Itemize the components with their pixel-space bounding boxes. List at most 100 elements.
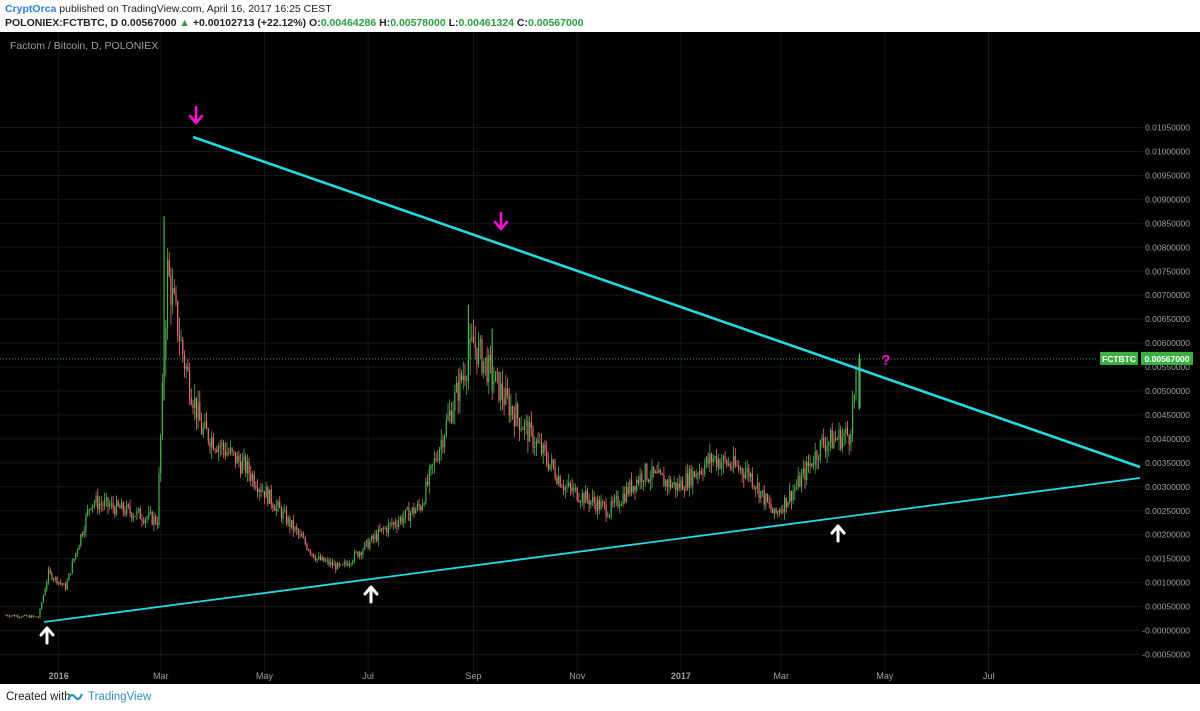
candle-body — [743, 474, 745, 479]
y-axis-tick-label: 0.00850000 — [1145, 218, 1190, 228]
candle-body — [471, 337, 473, 339]
candle-body — [564, 486, 566, 491]
candle-body — [724, 456, 726, 460]
candle-body — [578, 500, 580, 502]
candle-body — [765, 494, 767, 505]
candle-body — [100, 503, 102, 505]
x-axis-tick-label: May — [876, 671, 894, 681]
candle-body — [139, 508, 141, 520]
candle-body — [190, 398, 192, 405]
candle-body — [828, 441, 830, 446]
candle-body — [816, 451, 818, 461]
candle-body — [457, 382, 459, 401]
author-link[interactable]: CryptOrca — [5, 3, 57, 15]
candle-body — [292, 520, 294, 531]
candle-body — [678, 483, 680, 489]
candle-body — [670, 479, 672, 488]
candle-body — [243, 456, 245, 461]
price-chart[interactable]: 0.01050000 0.01000000 0.00950000 0.00900000… — [0, 32, 1200, 684]
up-arrow-icon — [39, 626, 55, 645]
candle-body — [588, 499, 590, 505]
candle-body — [845, 428, 847, 434]
candle-body — [661, 473, 663, 476]
pane-label: Factom / Bitcoin, D, POLONIEX — [10, 40, 159, 52]
candle-body — [87, 509, 89, 516]
candle-body — [95, 495, 97, 504]
candle-body — [131, 513, 133, 519]
candle-body — [311, 553, 313, 555]
lower-trendline[interactable] — [43, 477, 1141, 623]
candle-body — [151, 511, 153, 525]
candle-body — [777, 511, 779, 513]
candle-body — [170, 275, 172, 305]
candle-body — [236, 455, 238, 464]
candle-body — [301, 533, 303, 537]
candle-body — [296, 527, 298, 531]
y-axis-tick-label: 0.00400000 — [1145, 434, 1190, 444]
candle-body — [761, 490, 764, 492]
candle-body — [744, 472, 747, 479]
candle-body — [251, 474, 254, 481]
last-candle — [858, 358, 861, 409]
candle-body — [501, 383, 503, 399]
candle-body — [547, 461, 549, 470]
candle-body — [153, 516, 155, 525]
candle-body — [319, 556, 322, 561]
candle-body — [850, 433, 852, 445]
candle-body — [47, 569, 50, 582]
candle-body — [370, 535, 373, 542]
candle-body — [478, 342, 480, 365]
x-axis-tick-label: Jul — [362, 671, 374, 681]
y-axis-tick-label: 0.00950000 — [1145, 170, 1190, 180]
upper-trendline[interactable] — [192, 135, 1141, 469]
candle-body — [335, 563, 337, 570]
candle-body — [98, 503, 101, 510]
candle-body — [440, 439, 442, 450]
candle-body — [19, 616, 21, 618]
candle-body — [615, 496, 617, 499]
y-axis-tick-label: 0.00800000 — [1145, 242, 1190, 252]
candle-body — [520, 428, 522, 431]
candle-body — [68, 573, 70, 581]
candle-body — [741, 468, 743, 475]
candle-body — [782, 509, 784, 513]
candle-body — [396, 525, 398, 527]
chart-pane[interactable]: 0.01050000 0.01000000 0.00950000 0.00900000… — [0, 32, 1200, 684]
y-axis-tick-label: 0.00250000 — [1145, 506, 1190, 516]
candle-body — [415, 509, 417, 514]
low-label: L: — [448, 17, 459, 29]
candle-body — [671, 484, 673, 488]
candle-body — [272, 504, 274, 509]
candle-body — [767, 494, 769, 502]
candle-body — [797, 475, 799, 487]
candle-body — [461, 373, 463, 380]
y-axis-tick-label: 0.00700000 — [1145, 290, 1190, 300]
candle-body — [642, 480, 645, 482]
x-axis-tick-label: Jul — [983, 671, 995, 681]
candle-body — [807, 462, 809, 467]
candle-body — [455, 382, 458, 392]
candle-body — [29, 615, 31, 618]
candle-body — [855, 368, 857, 395]
candle-body — [603, 502, 605, 505]
candle-body — [382, 528, 384, 530]
price-tag-value-box — [1141, 351, 1193, 365]
candle-body — [523, 422, 526, 430]
chart-header: CryptOrca published on TradingView.com, … — [0, 0, 1200, 32]
candle-body — [189, 370, 191, 399]
candle-body — [231, 448, 233, 451]
tradingview-brand[interactable]: TradingView — [88, 691, 152, 703]
candle-body — [583, 493, 585, 504]
candle-body — [279, 501, 281, 509]
candle-body — [340, 564, 342, 566]
candle-body — [338, 562, 340, 566]
candle-body — [585, 490, 587, 504]
candle-body — [10, 615, 12, 617]
candle-body — [581, 493, 583, 502]
candle-body — [44, 589, 46, 596]
candle-body — [246, 461, 248, 474]
candle-body — [508, 396, 510, 416]
candle-body — [411, 507, 413, 513]
candle-body — [629, 480, 631, 494]
candle-body — [610, 501, 612, 515]
